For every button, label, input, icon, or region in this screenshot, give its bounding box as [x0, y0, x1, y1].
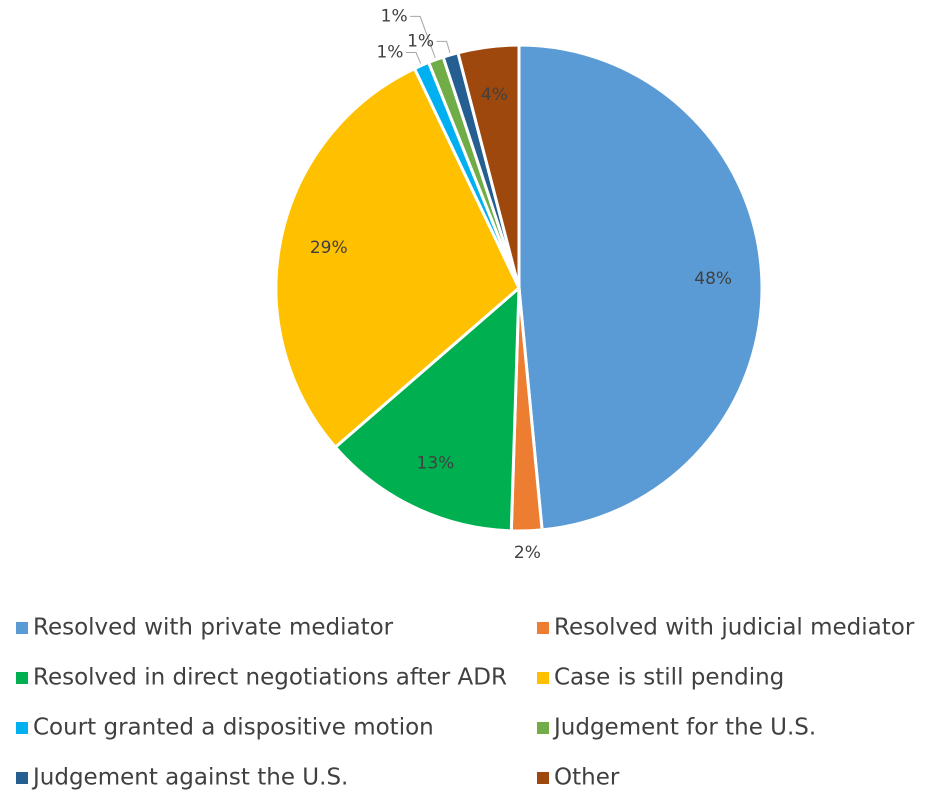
legend-label: Resolved with private mediator: [33, 615, 394, 641]
leader-line: [405, 52, 422, 64]
pie-slice: [456, 43, 521, 289]
legend-swatch: [16, 772, 28, 784]
legend-label: Resolved in direct negotiations after AD…: [33, 665, 507, 691]
data-label: 1%: [376, 43, 403, 63]
pie-slice: [333, 284, 521, 533]
legend-swatch: [537, 672, 549, 684]
data-label: 2%: [514, 543, 541, 563]
legend-swatch: [537, 722, 549, 734]
legend-swatch: [537, 622, 549, 634]
legend-label: Judgement for the U.S.: [552, 715, 816, 741]
data-label: 4%: [481, 85, 508, 105]
legend-label: Judgement against the U.S.: [31, 765, 348, 791]
legend-label: Resolved with judicial mediator: [554, 615, 915, 641]
legend-swatch: [16, 672, 28, 684]
legend-label: Court granted a dispositive motion: [33, 715, 434, 741]
pie-slice: [517, 43, 764, 532]
leader-line: [410, 15, 436, 58]
leader-line: [436, 40, 451, 54]
data-label: 13%: [417, 454, 455, 474]
legend-label: Case is still pending: [554, 665, 784, 691]
data-label: 1%: [381, 6, 408, 26]
legend-swatch: [16, 722, 28, 734]
legend-swatch: [16, 622, 28, 634]
data-label: 1%: [407, 31, 434, 51]
data-label: 48%: [694, 269, 732, 289]
legend-swatch: [537, 772, 549, 784]
legend-label: Other: [554, 765, 620, 791]
data-label: 29%: [310, 238, 348, 258]
